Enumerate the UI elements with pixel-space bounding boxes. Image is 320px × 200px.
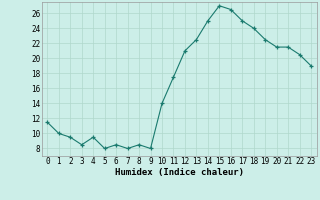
X-axis label: Humidex (Indice chaleur): Humidex (Indice chaleur): [115, 168, 244, 177]
